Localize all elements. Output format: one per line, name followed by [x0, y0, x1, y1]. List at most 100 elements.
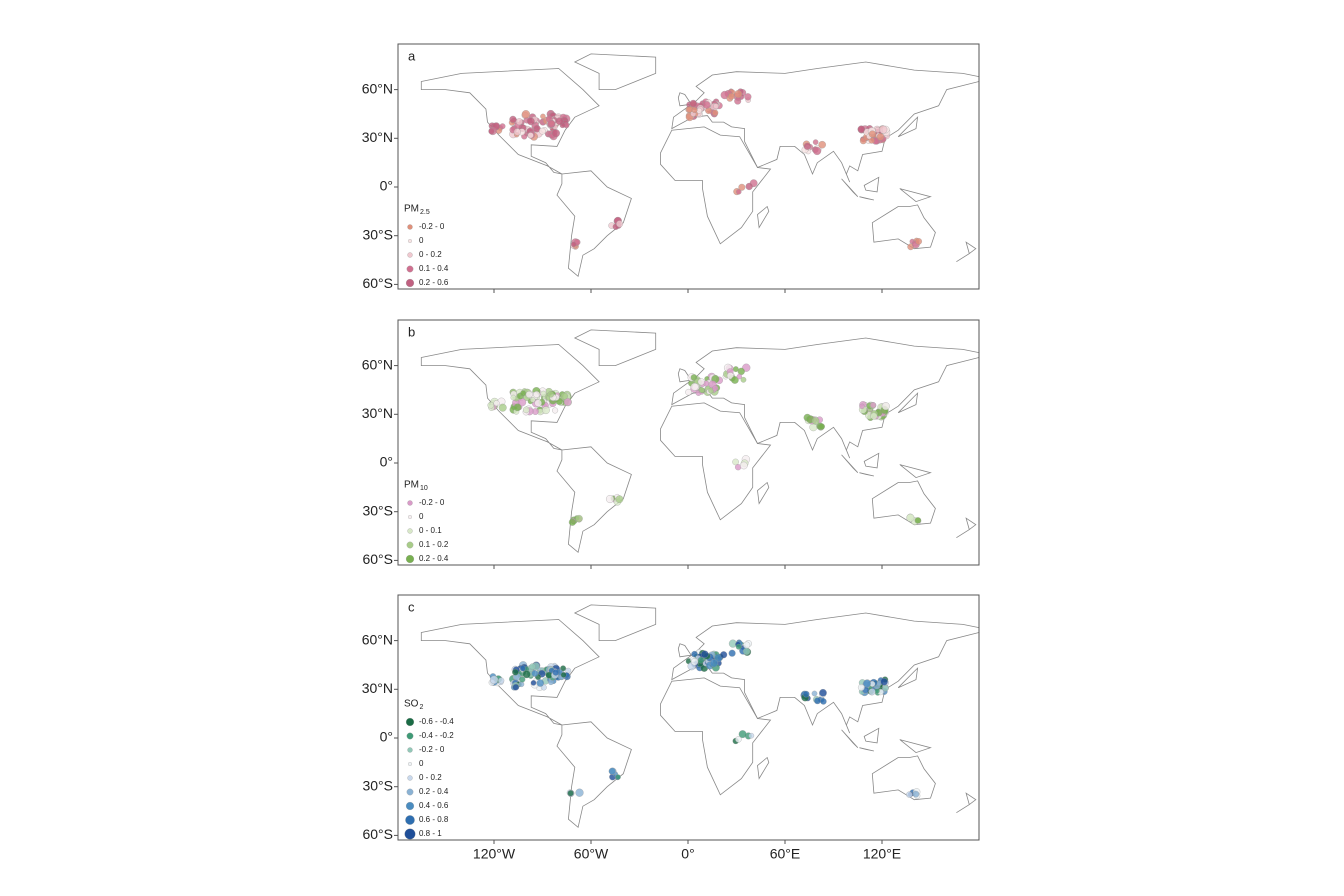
station-dot [519, 665, 526, 672]
station-dot [530, 397, 536, 403]
land-outline [863, 452, 880, 469]
land-outline [956, 792, 977, 814]
station-dot [914, 517, 922, 524]
station-dot [547, 391, 555, 398]
station-dot [728, 649, 736, 657]
map-layer [420, 604, 979, 829]
map-layer [420, 53, 979, 278]
station-dot [912, 790, 920, 798]
legend-swatch [407, 528, 413, 534]
legend-label: 0.6 - 0.8 [419, 815, 449, 824]
y-tick-label: 60°N [362, 80, 393, 96]
land-outline [841, 454, 859, 473]
station-dot [608, 767, 616, 775]
y-tick-label: 30°N [362, 129, 393, 145]
legend-swatch [405, 717, 415, 727]
station-dot [519, 676, 526, 683]
station-dot [820, 698, 827, 705]
legend-label: -0.6 - -0.4 [419, 717, 454, 726]
legend-swatch [407, 747, 413, 753]
land-outline [863, 727, 880, 744]
legend-swatch [405, 801, 415, 811]
legend-title-sub: 2 [419, 704, 423, 711]
station-dot [530, 680, 537, 686]
station-dot [726, 372, 734, 380]
land-outline [757, 756, 770, 780]
y-tick-label: 30°S [362, 777, 393, 793]
station-dot [488, 128, 495, 135]
legend-label: 0 - 0.2 [419, 773, 442, 782]
y-tick-label: 30°S [362, 502, 393, 518]
station-dot [685, 388, 692, 396]
station-dot [859, 403, 865, 409]
station-dot [534, 399, 542, 407]
station-dot [803, 142, 811, 150]
station-dot [735, 643, 742, 650]
station-dot [697, 656, 705, 664]
station-dot [521, 110, 531, 119]
legend-label: 0 [419, 759, 424, 768]
land-outline [573, 604, 657, 641]
station-dot [882, 684, 889, 692]
legend-swatch [405, 815, 415, 825]
station-dot [575, 788, 584, 797]
y-tick-label: 0° [380, 178, 393, 194]
legend-swatch [407, 252, 413, 258]
station-dot [520, 390, 527, 397]
station-dot [906, 513, 915, 522]
station-dot [542, 406, 550, 415]
x-tick-label: 0° [681, 846, 694, 862]
land-outline [573, 53, 657, 90]
station-dot [499, 123, 506, 130]
station-dot [857, 684, 865, 691]
legend-swatch [407, 775, 413, 781]
station-dot [512, 668, 519, 676]
land-outline [899, 464, 932, 479]
station-dot [567, 790, 574, 797]
station-dot [818, 423, 825, 430]
land-outline [841, 729, 859, 748]
land-outline [897, 392, 919, 414]
station-dot [509, 115, 517, 123]
station-dot [736, 373, 743, 380]
land-outline [871, 755, 936, 801]
y-tick-label: 30°S [362, 226, 393, 242]
station-dot [720, 651, 728, 659]
station-dot [616, 220, 624, 228]
station-dot [879, 125, 888, 134]
station-dot [527, 132, 534, 139]
station-dot [863, 679, 871, 688]
land-outline [757, 481, 770, 505]
legend-swatch [406, 732, 414, 740]
station-dot [742, 647, 751, 655]
legend-title: PM [404, 480, 419, 491]
station-dot [748, 732, 755, 739]
station-dot [690, 658, 699, 666]
station-dot [811, 690, 818, 697]
station-dot [690, 374, 698, 381]
station-dot [702, 101, 711, 109]
station-dot [709, 658, 719, 668]
station-dot [870, 402, 877, 409]
panel-frame [397, 319, 980, 566]
station-dot [811, 417, 820, 425]
station-dot [813, 146, 822, 156]
station-dot [560, 672, 567, 678]
station-dot [512, 683, 520, 691]
station-dot [814, 697, 821, 705]
legend-label: 0.1 - 0.2 [419, 540, 449, 549]
x-tick-label: 120°W [473, 846, 516, 862]
land-outline [899, 739, 932, 754]
legend-swatch [408, 239, 412, 243]
station-dot [701, 650, 709, 658]
land-outline [841, 178, 859, 197]
station-dot [513, 403, 522, 412]
land-outline [556, 446, 632, 554]
station-dot [880, 678, 888, 686]
land-outline [671, 337, 979, 459]
station-dot [737, 367, 745, 376]
station-dot [615, 774, 621, 780]
station-dot [536, 679, 545, 687]
land-outline [859, 472, 874, 477]
y-tick-label: 60°S [362, 826, 393, 842]
